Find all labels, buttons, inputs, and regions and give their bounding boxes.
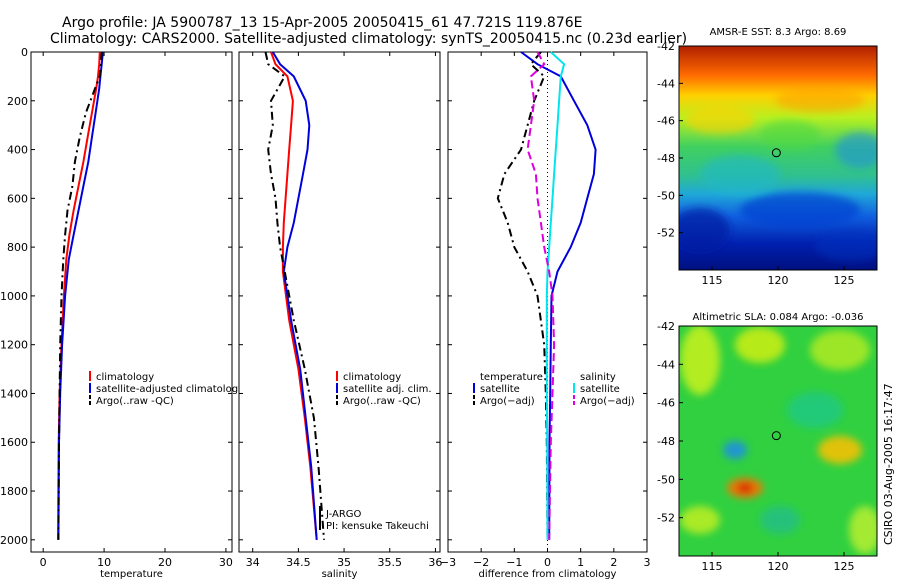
x-axis-label: salinity [322, 569, 358, 580]
y-tick-label: 2000 [0, 534, 28, 547]
x-tick-label: 0 [544, 556, 551, 569]
series-line [526, 51, 556, 540]
legend-label: satellite adj. clim. [343, 384, 432, 395]
map-y-tick-label: -46 [657, 397, 675, 410]
profile-panel-1: 0 10 20 30 0 200 400 600 800 1000 1200 1400 1600 1800… [0, 46, 244, 580]
y-tick-label: 1400 [0, 387, 28, 400]
side-timestamp: CSIRO 03-Aug-2005 16:17:47 [882, 383, 895, 545]
legend-label: satellite [580, 384, 620, 395]
sst-map [678, 45, 878, 271]
x-tick-label: 0 [40, 556, 47, 569]
x-tick-label: 10 [97, 556, 111, 569]
x-tick-label: 34 [246, 556, 260, 569]
x-tick-label: −3 [440, 556, 456, 569]
x-tick-label: 20 [158, 556, 172, 569]
map-y-tick-label: -48 [657, 152, 675, 165]
series-line [57, 51, 103, 540]
annotation-text: PI: kensuke Takeuchi [326, 521, 429, 532]
legend-label: satellite [480, 384, 520, 395]
map-y-tick-label: -42 [657, 320, 675, 333]
series-line [520, 51, 597, 540]
figure-title-line1: Argo profile: JA 5900787_13 15-Apr-2005 … [62, 15, 583, 31]
sla-map [678, 325, 878, 557]
map-y-tick-label: -52 [657, 227, 675, 240]
y-tick-label: 800 [7, 241, 28, 254]
series-line [57, 51, 104, 540]
y-tick-label: 400 [7, 144, 28, 157]
map-title: Altimetric SLA: 0.084 Argo: -0.036 [693, 312, 864, 323]
series-line [270, 51, 318, 540]
y-tick-label: 1000 [0, 290, 28, 303]
map-y-tick-label: -48 [657, 435, 675, 448]
x-tick-label: 34.5 [286, 556, 311, 569]
argo-position-marker [771, 148, 781, 158]
map-title: AMSR-E SST: 8.3 Argo: 8.69 [710, 27, 847, 38]
legend-label: climatology [343, 372, 401, 383]
x-tick-label: −1 [506, 556, 522, 569]
x-tick-label: 30 [219, 556, 233, 569]
series-line [496, 51, 549, 540]
map-x-tick-label: 120 [768, 560, 789, 573]
series-line [545, 51, 566, 540]
legend-label: climatology [96, 372, 154, 383]
y-tick-label: 1800 [0, 485, 28, 498]
map-y-tick-label: -50 [657, 473, 675, 486]
legend-title: salinity [580, 372, 616, 383]
map-axes-1: AMSR-E SST: 8.3 Argo: 8.69 115 120 125 -42 -4… [657, 27, 854, 287]
profile-panel-3: −3 −2 −1 0 1 2 3 difference from climatology tem… [440, 51, 651, 580]
figure-title-line2: Climatology: CARS2000. Satellite-adjuste… [50, 31, 688, 47]
map-y-tick-label: -50 [657, 189, 675, 202]
map-x-tick-label: 115 [702, 274, 723, 287]
map-y-tick-label: -44 [657, 77, 675, 90]
x-tick-label: 35 [337, 556, 351, 569]
legend-title: temperature [480, 372, 543, 383]
map-y-tick-label: -46 [657, 115, 675, 128]
y-tick-label: 1200 [0, 339, 28, 352]
y-tick-label: 600 [7, 192, 28, 205]
map-y-tick-label: -44 [657, 358, 675, 371]
sla-map-texture [680, 326, 877, 554]
x-axis-label: difference from climatology [479, 569, 617, 580]
x-tick-label: 2 [610, 556, 617, 569]
y-tick-label: 200 [7, 95, 28, 108]
panel-frame [238, 51, 441, 553]
sst-map-texture [679, 88, 877, 261]
x-tick-label: 35.5 [378, 556, 403, 569]
argo-position-marker [771, 431, 781, 441]
x-tick-label: 36 [428, 556, 442, 569]
map-y-tick-label: -52 [657, 512, 675, 525]
legend-label: Argo(..raw -QC) [343, 396, 421, 407]
map-x-tick-label: 125 [834, 560, 855, 573]
legend-label: Argo(−adj) [580, 396, 635, 407]
map-axes-2: Altimetric SLA: 0.084 Argo: -0.036 115 120… [657, 312, 863, 573]
map-y-tick-label: -42 [657, 40, 675, 53]
x-axis-label: temperature [100, 569, 163, 580]
y-tick-label: 1600 [0, 436, 28, 449]
map-x-tick-label: 120 [768, 274, 789, 287]
map-x-tick-label: 125 [834, 274, 855, 287]
map-x-tick-label: 115 [702, 560, 723, 573]
legend-label: satellite-adjusted climatology [96, 384, 244, 395]
x-tick-label: 3 [644, 556, 651, 569]
x-tick-label: 1 [577, 556, 584, 569]
legend-label: Argo(..raw -QC) [96, 396, 174, 407]
x-tick-label: −2 [473, 556, 489, 569]
annotation-text: J-ARGO [325, 509, 362, 520]
profile-panel-2: 34 34.5 35 35.5 36 salinity climatologysatelli… [238, 51, 442, 580]
y-tick-label: 0 [21, 46, 28, 59]
legend-label: Argo(−adj) [480, 396, 535, 407]
series-line [271, 51, 318, 540]
